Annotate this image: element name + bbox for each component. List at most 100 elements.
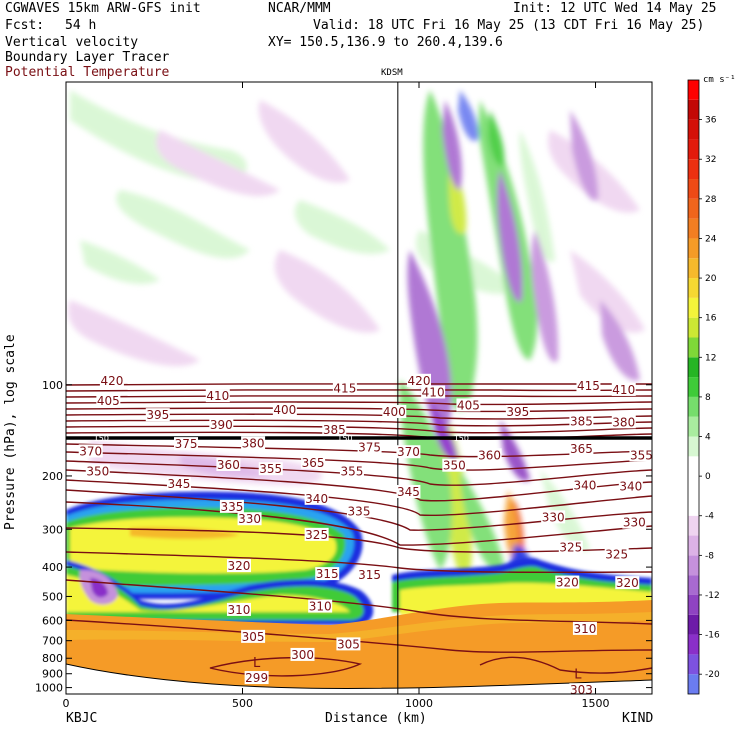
theta-label: 400 xyxy=(383,405,406,419)
theta-label-bg xyxy=(339,464,364,478)
theta-label: 370 xyxy=(79,444,102,458)
x-tick-label: 0 xyxy=(63,697,70,710)
theta-label: 400 xyxy=(273,403,296,417)
theta-label: 370 xyxy=(397,445,420,459)
theta-label-bg xyxy=(618,479,643,493)
theta-label: 360 xyxy=(217,458,240,472)
theta-label-bg xyxy=(216,457,241,471)
colorbar-swatch xyxy=(688,614,699,635)
theta-label-bg xyxy=(558,540,583,554)
colorbar-tick-label: 36 xyxy=(705,116,717,126)
theta-label: 385 xyxy=(570,414,593,428)
colorbar-swatch xyxy=(688,594,699,615)
colorbar-units: cm s⁻¹ xyxy=(703,75,736,85)
colorbar-swatch xyxy=(688,357,699,378)
theta-label-bg xyxy=(237,512,262,526)
theta-label: 365 xyxy=(302,456,325,470)
theta-label-bg xyxy=(541,510,566,524)
colorbar-swatch xyxy=(688,515,699,536)
theta-label-bg xyxy=(569,414,594,428)
theta-label: 390 xyxy=(210,418,233,432)
theta-label: 330 xyxy=(623,516,646,530)
theta-label-bg xyxy=(576,379,601,393)
colorbar-swatch xyxy=(688,238,699,259)
colorbar-swatch xyxy=(688,377,699,397)
y-tick-label: 300 xyxy=(42,523,63,536)
bl-tracer-lines xyxy=(66,663,652,689)
theta-label: 410 xyxy=(422,385,445,399)
theta-label-bg xyxy=(174,437,199,451)
y-tick-label: 700 xyxy=(42,635,63,648)
theta-label-bg xyxy=(301,455,326,469)
theta-label-bg xyxy=(442,458,467,472)
theta-label: 335 xyxy=(220,500,243,514)
theta-label: 340 xyxy=(305,492,328,506)
theta-label: 305 xyxy=(337,637,360,651)
colorbar-swatch xyxy=(688,654,699,675)
model-title: CGWAVES 15km ARW-GFS init xyxy=(5,1,201,16)
colorbar-frame xyxy=(687,79,700,695)
theta-label-bg xyxy=(569,442,594,456)
theta-label: 325 xyxy=(559,541,582,555)
colorbar-swatch xyxy=(688,258,699,279)
theta-label: 303 xyxy=(570,683,593,697)
colorbar-swatch xyxy=(688,119,699,140)
theta-label-bg xyxy=(569,683,594,697)
vertical-velocity-shading xyxy=(66,82,652,694)
y-tick-label: 500 xyxy=(42,590,63,603)
colorbar-tick-label: 24 xyxy=(705,234,717,244)
forecast-hour: 54 h xyxy=(65,18,97,33)
theta-label-bg xyxy=(145,408,170,422)
tropopause-mark: 150 xyxy=(337,434,352,443)
y-tick-label: 900 xyxy=(42,668,63,681)
colorbar-swatch xyxy=(688,416,699,437)
theta-label: 310 xyxy=(309,600,332,614)
theta-label-bg xyxy=(347,504,371,518)
theta-label-bg xyxy=(166,477,191,491)
theta-label-bg xyxy=(78,444,103,458)
colorbar-swatch xyxy=(688,674,699,694)
theta-label-bg xyxy=(241,436,266,450)
theta-label-bg xyxy=(241,629,266,643)
y-tick-label: 1000 xyxy=(35,682,63,695)
theta-label-bg xyxy=(226,602,251,616)
colorbar-swatch xyxy=(688,396,699,417)
endpoint-left: KBJC xyxy=(66,711,98,726)
theta-label-bg xyxy=(396,445,421,459)
theta-label: 310 xyxy=(573,622,596,636)
y-tick-label: 600 xyxy=(42,614,63,627)
theta-label-bg xyxy=(357,440,382,454)
colorbar-swatch xyxy=(688,179,699,199)
theta-label: 355 xyxy=(340,464,363,478)
theta-label-bg xyxy=(304,527,329,541)
theta-label-bg xyxy=(555,575,580,589)
theta-label-bg xyxy=(357,568,382,582)
x-tick-label: 500 xyxy=(232,697,253,710)
theta-label: 365 xyxy=(570,442,593,456)
theta-label-bg xyxy=(615,576,640,590)
colorbar-swatch xyxy=(688,495,699,516)
theta-label-bg xyxy=(308,599,333,613)
theta-label: 310 xyxy=(228,603,251,617)
theta-label: 395 xyxy=(506,405,529,419)
tropopause-mark: 150 xyxy=(94,434,109,443)
theta-label-bg xyxy=(572,621,597,635)
theta-label-bg xyxy=(258,462,283,476)
theta-label: 340 xyxy=(619,480,642,494)
x-axis-title: Distance (km) xyxy=(325,711,427,726)
colorbar-swatch xyxy=(688,575,699,595)
colorbar-swatch xyxy=(688,436,699,457)
theta-label: 345 xyxy=(397,485,420,499)
theta-label-bg xyxy=(219,499,244,513)
theta-label: 355 xyxy=(630,448,653,462)
colorbar-swatch xyxy=(688,535,699,556)
y-tick-label: 400 xyxy=(42,561,63,574)
theta-label-bg xyxy=(456,398,481,412)
theta-label-bg xyxy=(322,422,347,436)
colorbar-swatch xyxy=(688,159,699,180)
theta-label-bg xyxy=(205,389,230,403)
theta-label: 420 xyxy=(408,374,431,388)
theta-label-bg xyxy=(244,671,269,685)
y-axis-title: Pressure (hPa), log scale xyxy=(3,334,18,530)
theta-label: 330 xyxy=(238,512,261,526)
